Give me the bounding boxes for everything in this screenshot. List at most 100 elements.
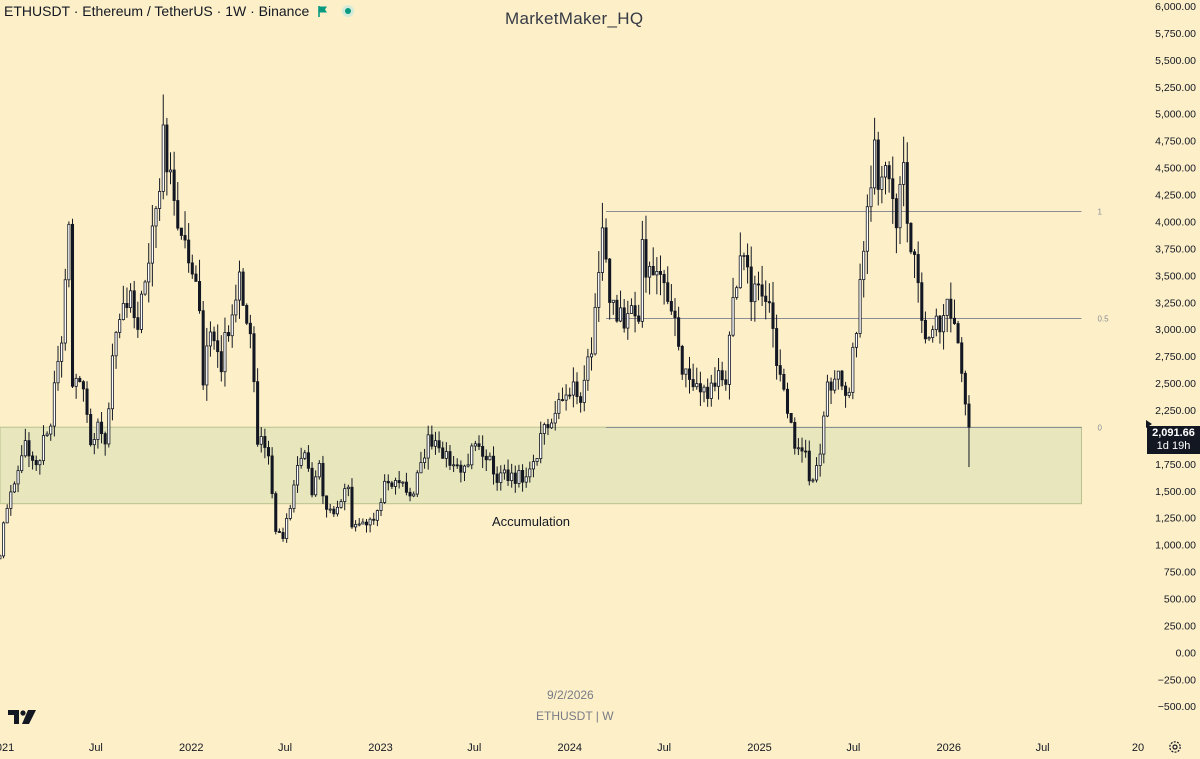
candle-body-down <box>179 227 183 236</box>
candle <box>622 299 626 333</box>
candle-body-up <box>285 518 289 539</box>
candle-body-down <box>706 386 710 399</box>
price-axis[interactable]: 6,000.00 5,750.00 5,500.00 5,250.00 5,000.00… <box>1146 1 1196 713</box>
price-tick-label: 1,000.00 <box>1155 540 1196 552</box>
time-tick-label: 2023 <box>368 742 392 754</box>
symbol-header[interactable]: ETHUSDT · Ethereum / TetherUS · 1W · Bin… <box>4 2 355 20</box>
candle <box>147 243 151 303</box>
candle <box>735 285 739 300</box>
candle-body-up <box>473 443 477 447</box>
candle-body-down <box>459 464 463 473</box>
candle <box>586 348 590 391</box>
market-open-dot-icon[interactable] <box>342 5 355 17</box>
candle-body-up <box>517 469 521 484</box>
candle <box>368 517 372 533</box>
candle-body-down <box>408 491 412 497</box>
tradingview-logo-icon[interactable] <box>8 710 38 729</box>
candle <box>372 512 376 525</box>
time-tick-label: 2021 <box>0 742 14 754</box>
candle-body-down <box>963 372 967 405</box>
zone-label-accumulation: Accumulation <box>492 514 571 529</box>
candle-body-down <box>34 460 38 466</box>
candle-body-up <box>836 370 840 380</box>
price-tick-label: −250.00 <box>1158 674 1196 686</box>
candle-body-up <box>833 378 837 391</box>
price-tick-label: 2,500.00 <box>1155 378 1196 390</box>
price-tick-label: 250.00 <box>1164 620 1196 632</box>
candle <box>114 330 118 369</box>
candle <box>695 367 699 390</box>
candle-body-down <box>807 450 811 482</box>
candle-body-down <box>448 451 452 466</box>
candle <box>317 460 321 480</box>
candle-body-up <box>147 262 151 283</box>
candle <box>648 261 652 295</box>
candle-body-up <box>825 381 829 417</box>
candle-body-up <box>23 440 27 457</box>
candle <box>542 422 546 445</box>
symbol-title[interactable]: ETHUSDT · Ethereum / TetherUS · 1W · Bin… <box>4 3 310 19</box>
candle <box>473 440 477 452</box>
candle <box>862 241 866 298</box>
candle-body-down <box>281 532 285 539</box>
candle-body-up <box>557 399 561 414</box>
green-flag-icon[interactable] <box>318 5 328 17</box>
candle-body-up <box>600 227 604 273</box>
time-tick-label: Jul <box>657 742 671 754</box>
candle <box>227 325 231 342</box>
candle <box>27 432 31 468</box>
candle <box>288 504 292 521</box>
candle-body-down <box>608 258 612 303</box>
candle-body-down <box>491 455 496 475</box>
candle <box>651 247 655 276</box>
candle-body-up <box>444 451 448 459</box>
candle-body-down <box>615 299 619 322</box>
candle-body-up <box>230 314 234 337</box>
candle <box>314 470 318 497</box>
candle-body-up <box>121 302 125 321</box>
settings-gear-icon[interactable] <box>1168 740 1182 759</box>
fib-level-label: 0.5 <box>1097 315 1109 324</box>
candle-body-down <box>31 455 35 461</box>
candle <box>858 263 862 338</box>
candle-body-up <box>161 124 165 192</box>
price-tick-label: 3,500.00 <box>1155 270 1196 282</box>
candle-body-up <box>205 345 209 386</box>
candle <box>85 381 89 423</box>
candle <box>800 437 804 463</box>
candle <box>444 442 448 468</box>
candle <box>455 458 459 469</box>
candle <box>833 370 837 394</box>
candle <box>234 284 238 323</box>
candle-body-up <box>234 299 238 316</box>
candle-body-up <box>96 421 100 440</box>
candle-body-up <box>259 436 263 445</box>
candle-body-up <box>303 452 307 459</box>
candle-body-up <box>107 408 111 445</box>
candle-body-up <box>346 486 350 490</box>
price-tick-label: 3,000.00 <box>1155 324 1196 336</box>
candle-body-down <box>658 270 663 275</box>
candle-body-down <box>85 388 89 415</box>
candle <box>865 194 869 274</box>
candle-body-down <box>245 305 249 324</box>
candle <box>78 376 82 383</box>
candle-body-down <box>89 414 93 446</box>
candle <box>187 223 191 273</box>
candle <box>5 504 9 524</box>
price-tick-label: 1,500.00 <box>1155 486 1196 498</box>
candle-body-up <box>158 191 162 209</box>
candle <box>952 299 956 325</box>
last-price-badge: 2,091.66 1d 19h <box>1147 426 1200 454</box>
candle <box>815 457 819 483</box>
candle <box>325 495 329 518</box>
candle <box>669 284 673 315</box>
candle-body-up <box>314 476 318 496</box>
candle <box>579 392 583 413</box>
candle <box>666 266 670 305</box>
candle-body-up <box>655 270 659 276</box>
candle-body-up <box>815 465 819 481</box>
candle <box>143 279 147 296</box>
time-axis[interactable]: 2021 Jul 2022 Jul 2023 Jul 2024 Jul 2025 Jul 2026 J… <box>0 742 1144 754</box>
